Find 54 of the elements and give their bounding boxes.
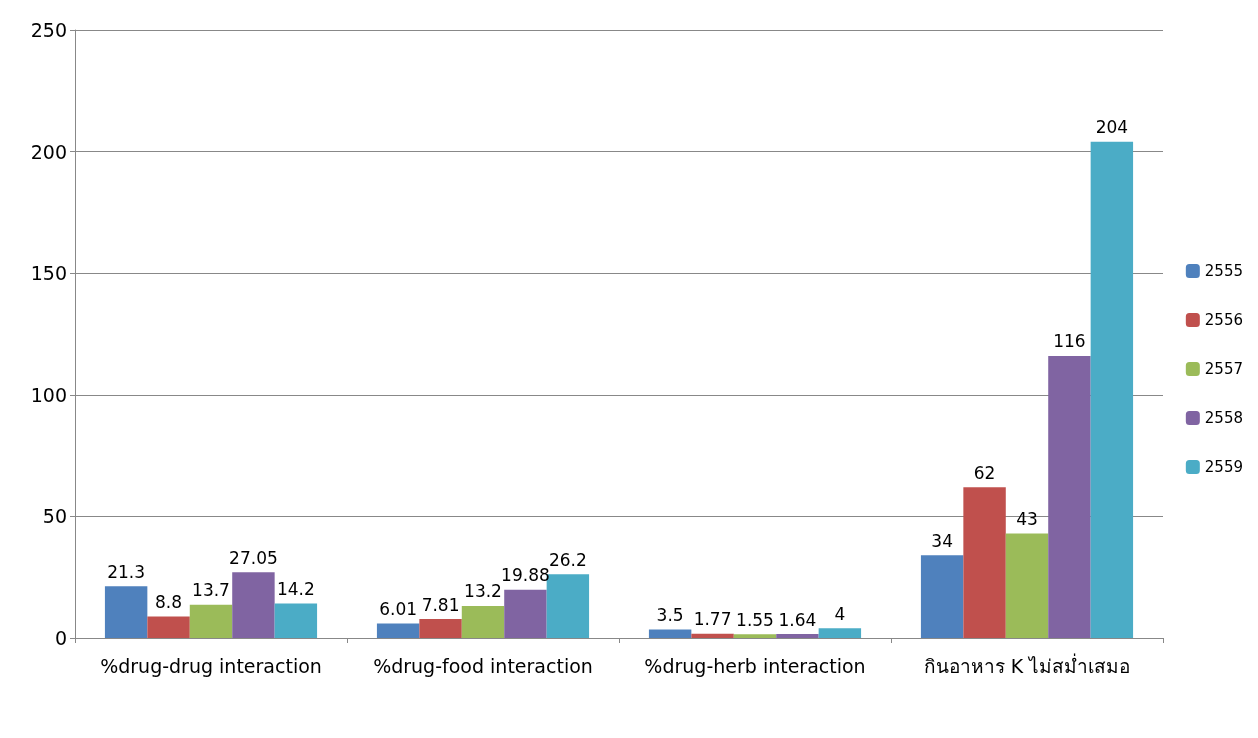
bar — [1048, 355, 1091, 638]
y-tick-label: 100 — [30, 383, 67, 406]
data-label: 8.8 — [155, 592, 183, 613]
y-tick-label: 50 — [42, 505, 67, 528]
data-label: 3.5 — [656, 604, 684, 625]
bar — [1005, 533, 1049, 638]
data-label: 1.55 — [736, 609, 774, 630]
data-label: 19.88 — [501, 565, 550, 586]
bar — [376, 623, 420, 638]
data-label: 14.2 — [276, 578, 315, 599]
bar — [504, 589, 547, 638]
data-label: 27.05 — [229, 547, 278, 568]
bar — [776, 634, 819, 638]
bar — [461, 605, 505, 638]
bar — [920, 555, 964, 638]
y-tick-label: 150 — [30, 262, 67, 285]
data-label: 62 — [973, 462, 996, 483]
y-tick-label: 0 — [54, 627, 67, 649]
data-label: 21.3 — [107, 561, 146, 582]
data-label: 7.81 — [421, 594, 460, 615]
data-label: 34 — [931, 530, 953, 551]
legend-label: 2558 — [1204, 409, 1244, 427]
bar — [147, 616, 190, 638]
data-label: 26.2 — [548, 549, 587, 570]
legend-label: 2555 — [1204, 262, 1244, 280]
x-tick-label: %drug-food interaction — [373, 654, 593, 677]
bar — [733, 634, 777, 638]
bar — [1090, 141, 1134, 638]
legend-label: 2559 — [1204, 458, 1244, 476]
data-label: 6.01 — [379, 598, 418, 619]
bar — [818, 628, 862, 638]
x-tick-label: %drug-herb interaction — [644, 654, 866, 677]
legend-label: 2557 — [1204, 360, 1244, 378]
bar — [648, 629, 692, 638]
bar — [691, 633, 734, 638]
data-label: 204 — [1095, 117, 1129, 138]
data-label: 13.2 — [464, 581, 502, 602]
bar — [274, 603, 318, 638]
bar — [232, 572, 275, 638]
data-label: 4 — [834, 603, 846, 624]
bar — [419, 619, 462, 638]
data-label: 1.64 — [778, 609, 817, 630]
bar — [104, 586, 148, 638]
data-label: 43 — [1016, 508, 1038, 529]
y-tick-label: 250 — [30, 19, 67, 41]
x-tick-label: กินอาหาร K ไม่สม่ำเสมอ — [923, 652, 1131, 677]
data-label: 116 — [1053, 331, 1086, 352]
legend-label: 2556 — [1204, 311, 1244, 329]
y-tick-label: 200 — [30, 140, 67, 163]
bar — [963, 487, 1006, 638]
data-label: 13.7 — [192, 580, 230, 601]
data-label: 1.77 — [693, 609, 732, 630]
bar — [189, 604, 233, 638]
x-tick-label: %drug-drug interaction — [100, 654, 322, 677]
